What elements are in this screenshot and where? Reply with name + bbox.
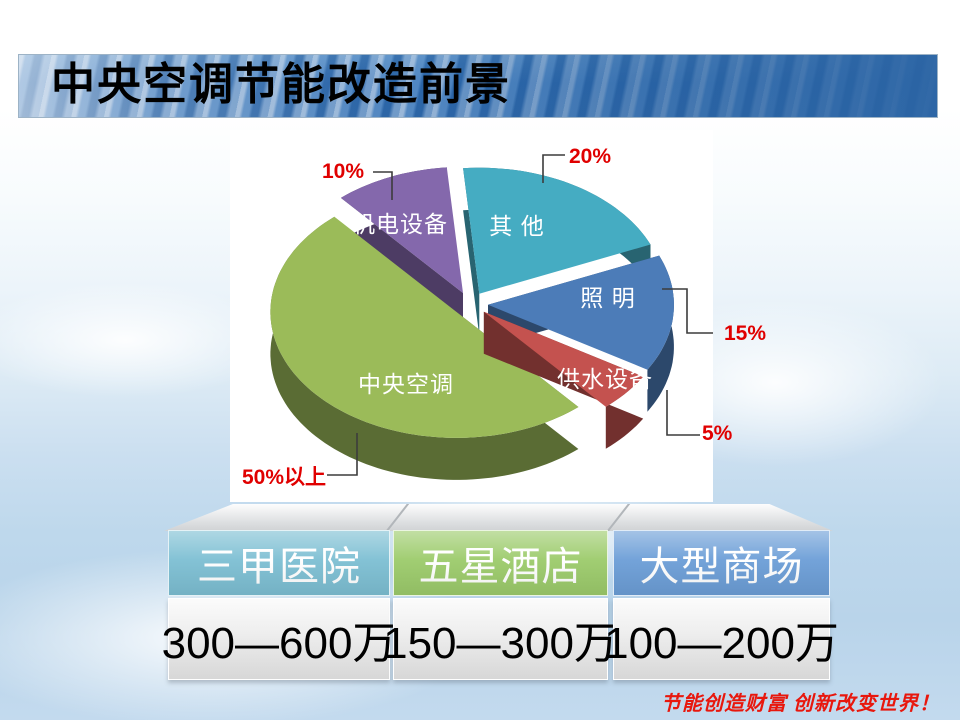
slice-label-others: 其 他 bbox=[489, 213, 545, 239]
table-column-mall: 大型商场 100—200万 bbox=[604, 530, 839, 680]
footer-slogan: 节能创造财富 创新改变世界！ bbox=[661, 693, 940, 715]
leader-line-10pct bbox=[373, 171, 393, 200]
slice-label-central-ac: 中央空调 bbox=[358, 371, 454, 397]
leader-lines bbox=[327, 154, 713, 476]
table-header-hotel: 五星酒店 bbox=[393, 530, 608, 596]
callout-20pct: 20% bbox=[569, 145, 612, 168]
table-3d-top bbox=[164, 504, 833, 531]
callout-5pct: 5% bbox=[702, 422, 733, 445]
slice-label-electromechanical: 机电设备 bbox=[352, 211, 448, 237]
pie-slice-4 bbox=[340, 167, 463, 335]
table-value-hotel: 150—300万 bbox=[383, 598, 618, 680]
table-column-hotel: 五星酒店 150—300万 bbox=[383, 530, 618, 680]
pie-slices bbox=[270, 167, 674, 480]
pie-chart bbox=[270, 154, 713, 480]
slice-label-water-supply: 供水设备 bbox=[557, 366, 653, 392]
callout-15pct: 15% bbox=[724, 322, 767, 345]
table-column-hospital: 三甲医院 300—600万 bbox=[162, 530, 396, 680]
pie-chart-panel: 机电设备 其 他 照 明 供水设备 中央空调 10% 20% 15% 5% 50… bbox=[230, 130, 766, 502]
leader-line-20pct bbox=[542, 154, 565, 183]
leader-line-50pct bbox=[327, 433, 358, 476]
table-value-mall: 100—200万 bbox=[604, 598, 839, 680]
callout-50pct: 50%以上 bbox=[242, 466, 327, 489]
slide-title: 中央空调节能改造前景 bbox=[51, 60, 511, 109]
table-header-mall: 大型商场 bbox=[613, 530, 830, 596]
leader-line-5pct bbox=[666, 390, 700, 436]
title-bar: 中央空调节能改造前景 bbox=[18, 54, 938, 118]
leader-line-15pct bbox=[662, 288, 713, 334]
table-value-hospital: 300—600万 bbox=[162, 598, 396, 680]
table-header-hospital: 三甲医院 bbox=[168, 530, 390, 596]
pie-slice-0 bbox=[463, 167, 651, 336]
slice-label-lighting: 照 明 bbox=[580, 285, 636, 311]
pie-slice-2 bbox=[483, 311, 644, 449]
pie-slice-1 bbox=[488, 255, 674, 412]
pie-slice-3 bbox=[270, 216, 579, 480]
callout-10pct: 10% bbox=[322, 160, 365, 183]
